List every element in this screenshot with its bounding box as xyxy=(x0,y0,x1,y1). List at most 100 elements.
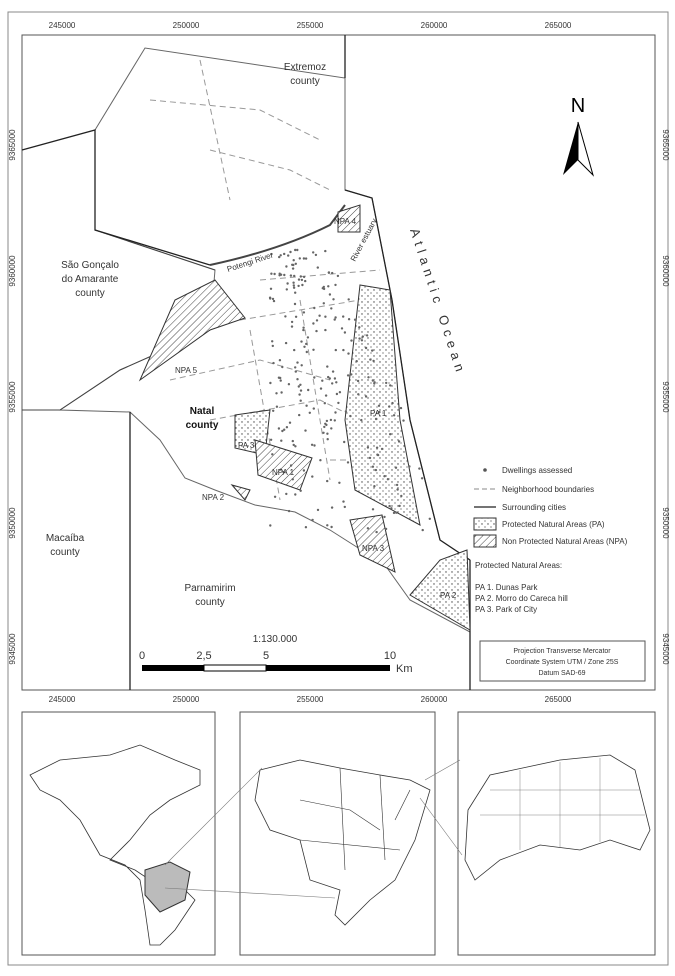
dwelling-dot xyxy=(374,417,378,421)
dwelling-dot xyxy=(399,406,403,410)
y-coordinate-label: 9345000 xyxy=(8,633,17,665)
x-coordinate-label: 260000 xyxy=(421,21,448,30)
dwelling-dot xyxy=(299,383,302,386)
dwelling-dot xyxy=(346,374,350,377)
outer-frame xyxy=(7,11,669,966)
dwelling-dot xyxy=(291,267,295,270)
dwelling-dot xyxy=(360,339,364,342)
dwelling-dot xyxy=(402,419,405,422)
dwelling-dot xyxy=(298,393,301,396)
scale-label: 5 xyxy=(263,650,269,662)
dwelling-dot xyxy=(330,307,333,310)
dwelling-dot xyxy=(293,348,296,352)
dwelling-dot xyxy=(273,272,276,276)
dwelling-dot xyxy=(280,391,283,394)
dwelling-dot xyxy=(273,495,277,498)
dwelling-dot xyxy=(371,465,375,468)
scale-label: 0 xyxy=(139,650,145,662)
x-coordinate-label: 255000 xyxy=(297,21,324,30)
scale-ratio: 1:130.000 xyxy=(253,634,298,645)
dwelling-dot xyxy=(350,339,353,342)
scale-bar xyxy=(266,665,390,671)
dwelling-dot xyxy=(284,315,287,318)
dwelling-dot xyxy=(353,318,357,321)
dwelling-dot xyxy=(313,444,316,447)
place-label: Extremoz xyxy=(284,62,326,73)
dwelling-dot xyxy=(421,528,424,532)
dwelling-dot xyxy=(333,419,336,422)
place-label: Parnamirim xyxy=(184,583,235,594)
dwelling-dot xyxy=(291,478,294,481)
dwelling-dot xyxy=(364,395,368,398)
area-label: NPA 3 xyxy=(362,544,385,553)
dwelling-dot xyxy=(385,381,388,385)
dwelling-dot xyxy=(366,527,370,530)
dwelling-dot xyxy=(332,298,335,301)
legend-label: Surrounding cities xyxy=(502,503,566,512)
dwelling-dot xyxy=(281,429,284,433)
legend-label: Dwellings assessed xyxy=(502,466,572,475)
dwelling-dot xyxy=(277,427,281,430)
dwelling-dot xyxy=(294,315,298,318)
dwelling-dot xyxy=(380,447,384,451)
legend-label: Neighborhood boundaries xyxy=(502,485,594,494)
dwelling-dot xyxy=(312,322,315,325)
dwelling-dot xyxy=(373,382,376,385)
dwelling-dot xyxy=(315,319,319,322)
dwelling-dot xyxy=(292,286,296,289)
dwelling-dot xyxy=(299,399,302,402)
dwelling-dot xyxy=(272,409,275,412)
dwelling-dot xyxy=(272,361,275,365)
dwelling-dot xyxy=(394,466,398,469)
dwelling-dot xyxy=(374,468,378,472)
dwelling-dot xyxy=(304,279,307,283)
legend-heading: Protected Natural Areas: xyxy=(475,561,562,570)
state-outline xyxy=(464,754,651,881)
brazil-states xyxy=(299,767,411,871)
dwelling-dot xyxy=(299,489,302,492)
dwelling-dot xyxy=(319,387,323,390)
dwelling-dot xyxy=(290,320,294,324)
dwelling-dot xyxy=(334,283,337,287)
dwelling-dot xyxy=(281,365,284,369)
dwelling-dot xyxy=(289,464,293,467)
scale-label: 10 xyxy=(384,650,396,662)
dwelling-dot xyxy=(292,281,295,284)
dwelling-dot xyxy=(365,334,369,337)
dwelling-dot xyxy=(284,341,288,345)
place-label: county xyxy=(186,420,219,431)
dwelling-dot xyxy=(319,459,322,462)
place-label: county xyxy=(75,288,104,299)
dwelling-dot xyxy=(279,468,282,471)
dwelling-dot xyxy=(392,511,396,515)
dwelling-dot xyxy=(369,358,372,361)
area-label: PA 3 xyxy=(238,441,255,450)
dwelling-dot xyxy=(331,370,335,373)
connector-lines xyxy=(164,759,463,899)
projection-box xyxy=(479,640,646,682)
dwelling-dot xyxy=(291,263,294,266)
dwelling-dot xyxy=(285,426,289,429)
dwelling-dot xyxy=(342,315,345,318)
scale-bar xyxy=(142,665,204,671)
dwelling-dot xyxy=(302,257,306,260)
dwelling-dot xyxy=(315,329,318,333)
dwelling-dot xyxy=(378,410,381,414)
north-arrow xyxy=(563,122,578,175)
dwelling-dot xyxy=(395,483,399,487)
dwelling-dot xyxy=(400,494,403,498)
dwelling-dot xyxy=(327,271,331,274)
dwelling-dot xyxy=(313,306,316,310)
legend-label: Protected Natural Areas (PA) xyxy=(502,520,605,529)
dwelling-dot xyxy=(331,382,334,385)
dwelling-dot xyxy=(271,340,274,343)
dwelling-dot xyxy=(344,410,348,413)
dwelling-dot xyxy=(285,492,288,496)
dwelling-dot xyxy=(324,422,327,425)
dwelling-dot xyxy=(271,297,275,301)
dwelling-dot xyxy=(292,443,295,447)
dwelling-dot xyxy=(278,272,281,275)
dwelling-dot xyxy=(361,335,364,338)
dwelling-dot xyxy=(318,314,321,317)
dwelling-dot xyxy=(357,393,360,396)
